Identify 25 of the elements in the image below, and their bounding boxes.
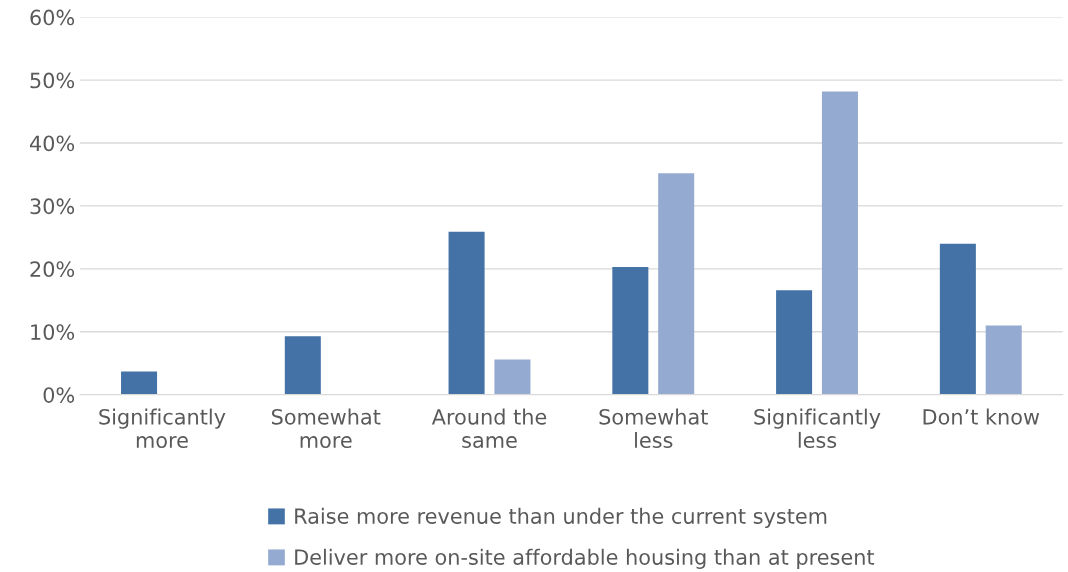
- bar: [121, 371, 158, 395]
- x-tick-label: Somewhat more: [271, 408, 381, 449]
- bar: [985, 325, 1022, 395]
- y-tick-label: 30%: [30, 198, 75, 215]
- x-tick-label: Somewhat less: [599, 408, 708, 449]
- x-tick-label: Don’t know: [923, 408, 1040, 425]
- bar: [612, 266, 649, 395]
- y-tick-label: 20%: [30, 261, 75, 278]
- bar: [939, 243, 976, 395]
- x-tick-label: Significantly less: [754, 408, 881, 449]
- bar: [658, 173, 695, 395]
- legend-label: Raise more revenue than under the current system: [295, 507, 827, 528]
- y-tick-label: 40%: [29, 135, 75, 152]
- legend-label: Deliver more on-site affordable housing than at present: [295, 548, 875, 569]
- bar: [821, 91, 858, 395]
- bar: [448, 231, 485, 395]
- x-tick-label: Around the same: [431, 408, 547, 449]
- y-tick-label: 10%: [31, 324, 75, 340]
- bar: [284, 336, 321, 395]
- bar: [494, 359, 531, 395]
- y-tick-label: 0%: [43, 387, 75, 403]
- y-tick-label: 60%: [30, 9, 75, 26]
- y-tick-label: 50%: [30, 72, 75, 89]
- bar: [776, 290, 813, 395]
- x-tick-label: Significantly more: [99, 408, 226, 449]
